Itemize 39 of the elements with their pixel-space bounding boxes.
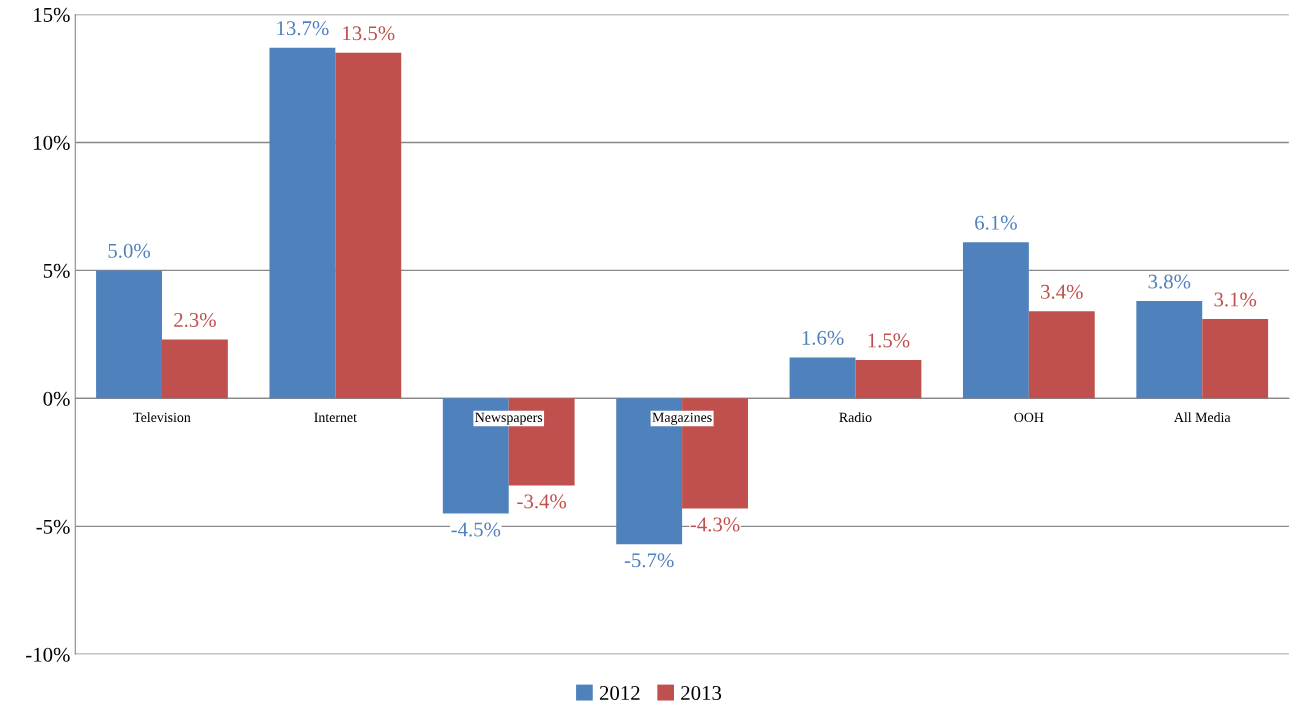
bar — [962, 242, 1029, 399]
data-label: 1.5% — [868, 333, 910, 348]
y-tick-label: 5% — [43, 263, 70, 278]
bar — [1136, 301, 1203, 399]
y-tick-label: -10% — [26, 647, 70, 662]
data-label: -4.5% — [451, 522, 501, 537]
legend-label: 2013 — [681, 685, 722, 701]
bar — [1028, 311, 1095, 399]
data-label: 3.8% — [1148, 274, 1191, 289]
y-tick-label: 15% — [34, 7, 70, 22]
bar — [855, 359, 922, 399]
data-label: -4.3% — [690, 517, 740, 532]
data-label: 5.0% — [108, 243, 151, 258]
data-label: 6.1% — [975, 215, 1017, 230]
data-label: -5.7% — [624, 553, 674, 568]
data-label: 2.3% — [174, 312, 216, 328]
data-label: 3.4% — [1041, 284, 1083, 299]
data-label: 3.1% — [1214, 292, 1257, 307]
bar — [269, 47, 336, 399]
data-label: 13.5% — [343, 26, 395, 41]
data-label: 1.6% — [802, 330, 844, 345]
x-tick-label: Magazines — [652, 412, 712, 425]
data-label: -3.4% — [517, 494, 567, 509]
x-tick-label: Radio — [839, 412, 872, 423]
bar — [96, 270, 162, 399]
y-tick-label: 0% — [43, 391, 70, 406]
bar — [789, 357, 856, 399]
x-tick-label: Internet — [314, 412, 357, 423]
x-tick-label: OOH — [1014, 412, 1044, 423]
x-tick-label: Television — [133, 412, 191, 423]
data-label: 13.7% — [277, 21, 329, 36]
bar — [1202, 319, 1269, 399]
x-tick-label: All Media — [1174, 412, 1231, 423]
y-tick-label: -5% — [36, 519, 70, 534]
legend-label: 2012 — [599, 685, 640, 701]
x-tick-label: Newspapers — [475, 412, 543, 425]
y-tick-label: 10% — [34, 135, 70, 150]
bar — [335, 52, 402, 399]
bar — [161, 339, 228, 399]
